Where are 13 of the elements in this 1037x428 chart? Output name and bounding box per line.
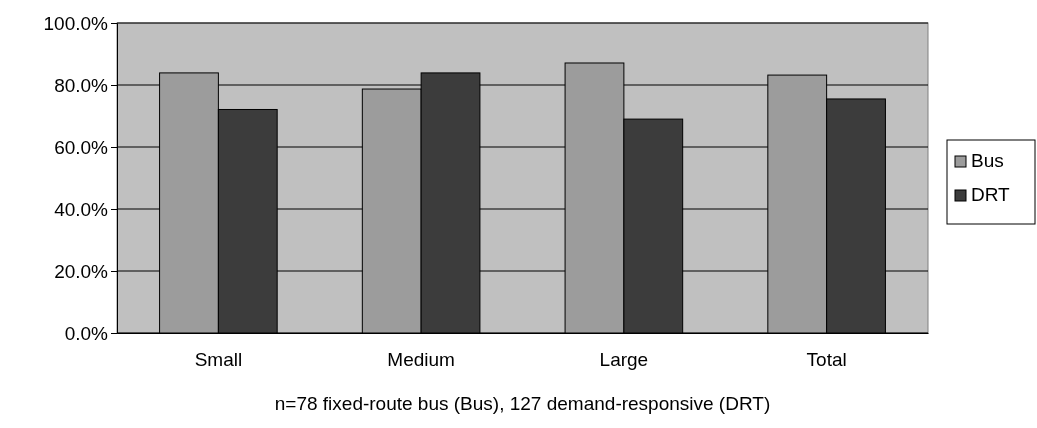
x-tick-label: Total (806, 349, 847, 371)
x-axis-title: n=78 fixed-route bus (Bus), 127 demand-responsive (DRT) (274, 393, 771, 414)
x-tick-label: Large (599, 349, 649, 371)
x-tick-label: Medium (387, 349, 455, 371)
x-tick-label: Small (194, 349, 243, 371)
y-tick-label: 60.0% (54, 136, 109, 158)
y-tick-label: 80.0% (54, 74, 109, 96)
y-tick-label: 100.0% (43, 12, 109, 34)
legend-label: Bus (971, 150, 1004, 171)
legend-label: DRT (971, 184, 1011, 205)
y-tick-label: 0.0% (64, 322, 109, 344)
y-tick-label: 20.0% (54, 260, 109, 282)
y-tick-label: 40.0% (54, 198, 109, 220)
